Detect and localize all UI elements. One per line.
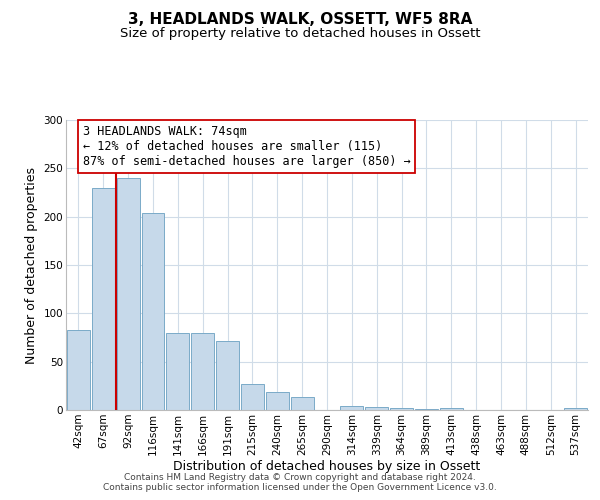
Bar [340,406,363,410]
Bar [142,213,164,410]
Text: 3 HEADLANDS WALK: 74sqm
← 12% of detached houses are smaller (115)
87% of semi-d: 3 HEADLANDS WALK: 74sqm ← 12% of detache… [83,125,410,168]
Bar [440,408,463,410]
Text: 3, HEADLANDS WALK, OSSETT, WF5 8RA: 3, HEADLANDS WALK, OSSETT, WF5 8RA [128,12,472,28]
Bar [266,392,289,410]
Bar [216,342,239,410]
Bar [365,407,388,410]
Bar [390,408,413,410]
Bar [564,408,587,410]
Bar [415,409,438,410]
Bar [291,398,314,410]
Bar [67,330,90,410]
Text: Size of property relative to detached houses in Ossett: Size of property relative to detached ho… [120,28,480,40]
Bar [117,178,140,410]
Bar [191,332,214,410]
Bar [166,332,189,410]
Bar [92,188,115,410]
X-axis label: Distribution of detached houses by size in Ossett: Distribution of detached houses by size … [173,460,481,473]
Y-axis label: Number of detached properties: Number of detached properties [25,166,38,364]
Bar [241,384,264,410]
Text: Contains HM Land Registry data © Crown copyright and database right 2024.
Contai: Contains HM Land Registry data © Crown c… [103,473,497,492]
